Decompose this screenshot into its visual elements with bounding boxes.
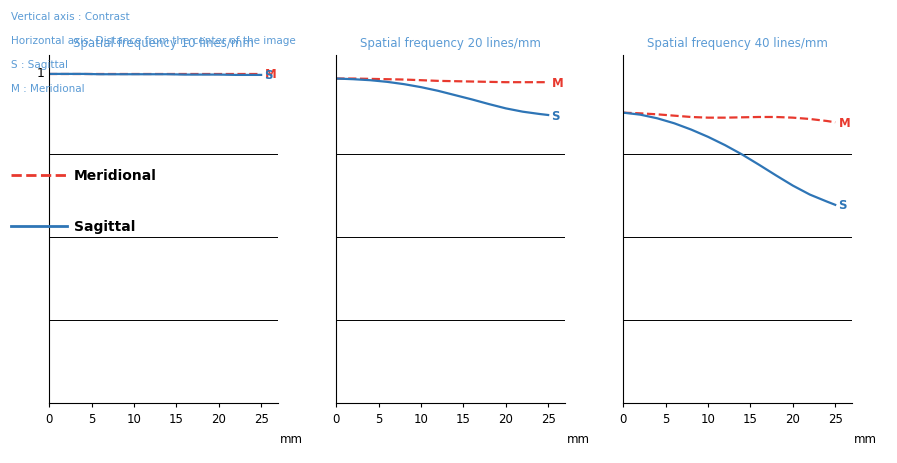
Text: mm: mm [567, 432, 590, 445]
Text: M : Meridional: M : Meridional [11, 84, 84, 94]
Text: S: S [552, 109, 560, 122]
Title: Spatial frequency 40 lines/mm: Spatial frequency 40 lines/mm [648, 37, 828, 50]
Text: Vertical axis : Contrast: Vertical axis : Contrast [11, 12, 129, 22]
Text: S : Sagittal: S : Sagittal [11, 60, 68, 70]
Title: Spatial frequency 20 lines/mm: Spatial frequency 20 lines/mm [361, 37, 541, 50]
Text: Sagittal: Sagittal [74, 220, 135, 234]
Title: Spatial frequency 10 lines/mm: Spatial frequency 10 lines/mm [74, 37, 254, 50]
Text: M: M [839, 117, 850, 130]
Text: Horizontal axis: Distance from the center of the image: Horizontal axis: Distance from the cente… [11, 36, 295, 46]
Text: S: S [265, 69, 273, 82]
Text: S: S [839, 199, 847, 212]
Text: M: M [552, 76, 563, 89]
Text: mm: mm [280, 432, 303, 445]
Text: Meridional: Meridional [74, 169, 156, 183]
Text: mm: mm [854, 432, 877, 445]
Text: M: M [265, 68, 276, 81]
